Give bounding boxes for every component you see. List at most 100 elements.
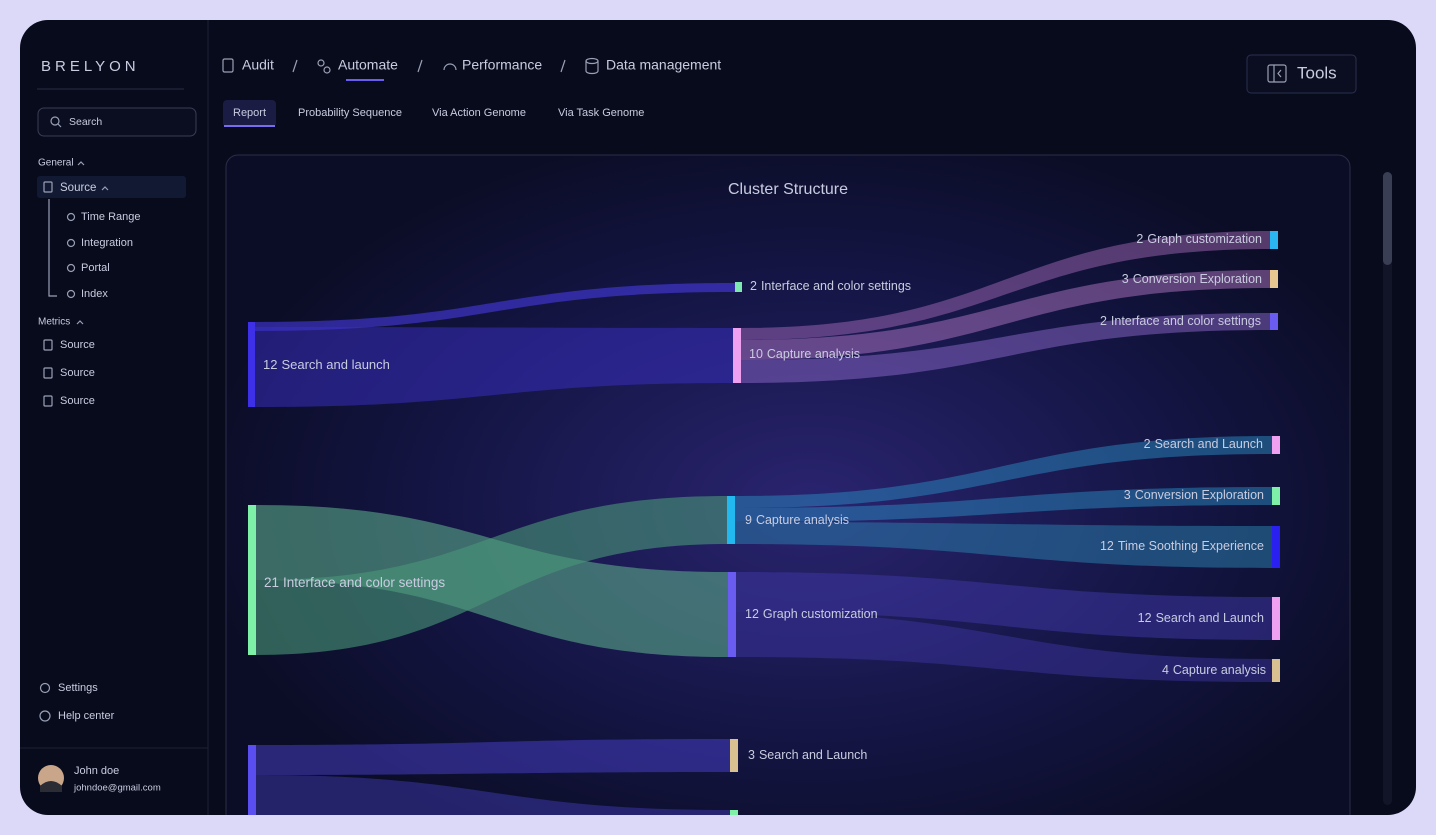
node-label: 9 Capture analysis [745, 513, 849, 527]
doc-icon [43, 181, 53, 193]
node-name: Search and Launch [1155, 437, 1263, 451]
section-label: Metrics [38, 317, 70, 328]
node-label: 3 Conversion Exploration [1124, 488, 1264, 502]
scrollbar-thumb[interactable] [1383, 172, 1392, 265]
node-label: 2 Graph customization [1136, 232, 1262, 246]
separator [417, 59, 423, 73]
node-bar [1272, 436, 1280, 454]
node-value: 12 [1100, 539, 1114, 553]
node-label: 2 Interface and color settings [750, 279, 911, 293]
node-value: 2 [1100, 314, 1107, 328]
node-value: 21 [264, 575, 279, 590]
doc-icon [43, 367, 53, 379]
node-bar [1272, 659, 1280, 682]
node-bar [730, 810, 738, 815]
tools-label: Tools [1297, 63, 1337, 82]
node-value: 2 [750, 279, 757, 293]
node-value: 2 [1144, 437, 1151, 451]
user-name: John doe [74, 765, 119, 777]
help-icon [39, 710, 51, 722]
audit-icon [222, 58, 234, 73]
search-box[interactable] [37, 107, 197, 137]
item-icon [66, 212, 76, 222]
breadcrumb[interactable]: Automate [338, 57, 398, 73]
user-email: johndoe@gmail.com [73, 783, 161, 794]
nav-sub-item[interactable]: Index [81, 288, 108, 300]
separator [292, 59, 298, 73]
node-bar [730, 739, 738, 772]
node-value: 12 [263, 357, 277, 372]
node-bar [728, 572, 736, 657]
automate-icon [323, 66, 331, 74]
tab[interactable]: Report [233, 107, 266, 119]
node-value: 12 [745, 607, 759, 621]
item-icon [66, 263, 76, 273]
nav-item: Source [60, 182, 96, 194]
flow [255, 283, 735, 331]
node-name: Time Soothing Experience [1118, 539, 1264, 553]
flow [255, 739, 730, 775]
brand: BRELYON [41, 58, 140, 75]
node-bar [248, 322, 255, 407]
flow [736, 572, 1272, 640]
tab[interactable]: Probability Sequence [298, 107, 402, 119]
nav-item[interactable]: Source [60, 395, 95, 407]
tab[interactable]: Via Action Genome [432, 107, 526, 119]
section-label: General [38, 158, 74, 169]
node-bar [1270, 231, 1278, 249]
node-name: Conversion Exploration [1135, 488, 1264, 502]
breadcrumb[interactable]: Data management [606, 57, 721, 73]
nav-item[interactable]: Help center [58, 710, 115, 722]
node-label: 12 Time Soothing Experience [1100, 539, 1264, 553]
tab[interactable]: Via Task Genome [558, 107, 644, 119]
flow [255, 775, 730, 815]
breadcrumb[interactable]: Audit [242, 57, 274, 73]
nav-item[interactable]: Source [60, 367, 95, 379]
nav-item[interactable]: Settings [58, 682, 98, 694]
node-label: 4 Capture analysis [1162, 663, 1266, 677]
node-label: 3 Conversion Exploration [1122, 272, 1262, 286]
node-name: Graph customization [763, 607, 878, 621]
node-label: 2 Interface and color settings [1100, 314, 1261, 328]
doc-icon [43, 339, 53, 351]
automate-icon [317, 59, 325, 67]
flow [735, 487, 1272, 522]
flow [735, 522, 1272, 568]
node-name: Capture analysis [756, 513, 849, 527]
flow [255, 327, 733, 407]
scrollbar-track [1383, 172, 1392, 805]
flow [736, 612, 1272, 682]
item-icon [66, 238, 76, 248]
flow [741, 313, 1270, 383]
node-bar [1270, 270, 1278, 288]
node-value: 3 [1124, 488, 1131, 502]
tree-line [48, 199, 57, 297]
active-item[interactable] [37, 176, 186, 198]
nav-sub-item[interactable]: Time Range [81, 211, 141, 223]
separator [560, 59, 566, 73]
node-value: 2 [1136, 232, 1143, 246]
node-value: 3 [1122, 272, 1129, 286]
node-name: Interface and color settings [1111, 314, 1261, 328]
sankey: 12 Search and launch 2 Interface and color … [248, 231, 1280, 815]
doc-icon [43, 395, 53, 407]
performance-icon [443, 63, 457, 71]
avatar [40, 781, 62, 792]
nav-sub-item[interactable]: Integration [81, 237, 133, 249]
breadcrumb[interactable]: Performance [462, 57, 542, 73]
caret [76, 320, 84, 325]
nav-sub-item[interactable]: Portal [81, 262, 110, 274]
node-name: Capture analysis [1173, 663, 1266, 677]
node-name: Conversion Exploration [1133, 272, 1262, 286]
node-name: Graph customization [1147, 232, 1262, 246]
search-icon [50, 116, 60, 126]
node-name: Interface and color settings [283, 575, 445, 590]
node-label: 12 Search and launch [263, 357, 390, 372]
node-bar [1272, 597, 1280, 640]
active-tab[interactable] [223, 100, 276, 127]
flow [741, 231, 1270, 340]
tools-icon [1273, 65, 1282, 82]
nav-item[interactable]: Source [60, 339, 95, 351]
node-value: 12 [1138, 611, 1152, 625]
